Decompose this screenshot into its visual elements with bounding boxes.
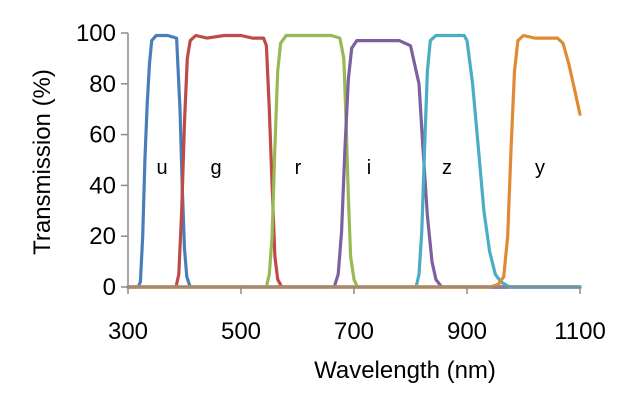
y-tick-label: 20: [89, 223, 116, 250]
y-tick-label: 80: [89, 71, 116, 98]
x-tick-label: 900: [447, 318, 487, 345]
curve-u: [126, 33, 582, 289]
curve-z: [126, 33, 582, 289]
axes: 300 500 700 900 1100 0 20 40 60 80 100: [76, 20, 606, 345]
x-axis-title: Wavelength (nm): [314, 357, 496, 384]
band-label-y: y: [535, 157, 545, 179]
curve-g: [126, 33, 582, 289]
curve-y: [126, 33, 582, 289]
y-tick-label: 40: [89, 172, 116, 199]
band-label-z: z: [442, 157, 452, 179]
band-label-g: g: [210, 157, 221, 179]
curve-i: [126, 39, 582, 289]
band-label-r: r: [295, 157, 302, 179]
x-tick-label: 500: [221, 318, 261, 345]
x-tick-label: 300: [108, 318, 148, 345]
band-label-i: i: [367, 157, 371, 179]
x-tick-label: 1100: [554, 318, 606, 345]
y-tick-label: 100: [76, 20, 116, 47]
band-label-u: u: [156, 157, 167, 179]
y-axis-title: Transmission (%): [29, 69, 56, 255]
y-tick-label: 0: [103, 274, 116, 301]
y-tick-label: 60: [89, 122, 116, 149]
curve-r: [126, 33, 582, 289]
filter-curves: [126, 33, 582, 289]
x-tick-label: 700: [334, 318, 374, 345]
